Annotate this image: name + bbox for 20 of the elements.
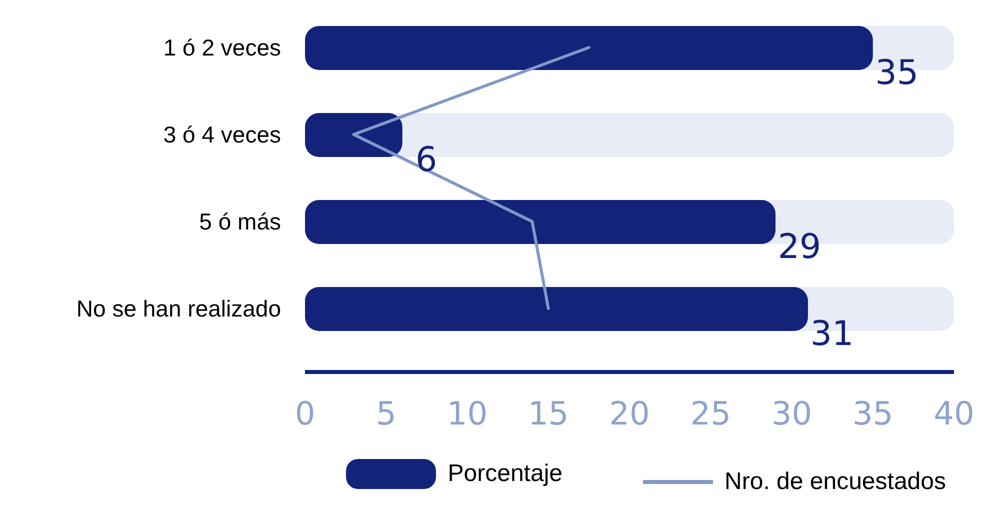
data-label: 31 (810, 314, 854, 354)
legend-label: Nro. de encuestados (724, 468, 946, 496)
x-tick-label: 5 (376, 394, 396, 433)
x-tick-label: 25 (690, 394, 731, 433)
y-tick-label: 1 ó 2 veces (163, 34, 281, 61)
data-label: 29 (778, 227, 822, 267)
x-tick-label: 0 (294, 394, 316, 433)
x-tick-label: 20 (609, 394, 650, 433)
legend-label: Porcentaje (448, 460, 563, 488)
x-tick-label: 10 (446, 394, 488, 433)
x-tick-label: 15 (528, 394, 569, 433)
data-label: 6 (416, 140, 438, 180)
x-tick-label: 40 (934, 394, 974, 433)
bar (305, 113, 402, 157)
x-tick-label: 30 (771, 394, 812, 433)
x-tick-label: 35 (852, 394, 894, 433)
y-tick-label: 5 ó más (199, 208, 281, 235)
y-tick-label: No se han realizado (76, 296, 281, 322)
data-label: 35 (875, 53, 919, 93)
y-tick-label: 3 ó 4 veces (163, 122, 281, 148)
